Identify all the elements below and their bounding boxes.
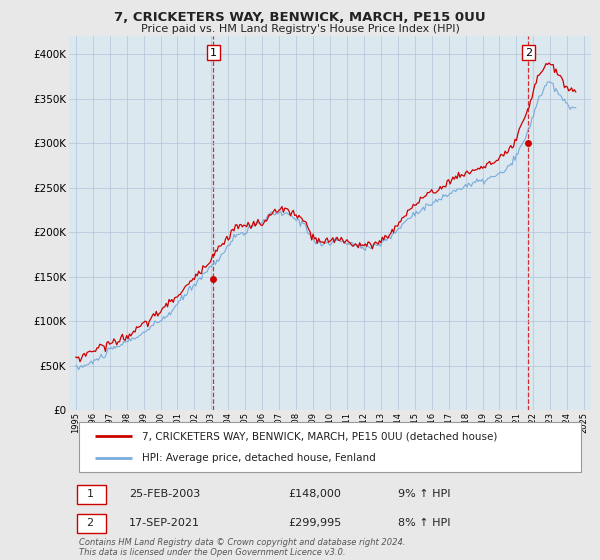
Text: 1: 1 bbox=[86, 489, 94, 499]
Text: 17-SEP-2021: 17-SEP-2021 bbox=[129, 519, 200, 529]
Text: HPI: Average price, detached house, Fenland: HPI: Average price, detached house, Fenl… bbox=[142, 453, 376, 463]
Text: £299,995: £299,995 bbox=[288, 519, 341, 529]
Text: 7, CRICKETERS WAY, BENWICK, MARCH, PE15 0UU: 7, CRICKETERS WAY, BENWICK, MARCH, PE15 … bbox=[114, 11, 486, 24]
Text: 2: 2 bbox=[525, 48, 532, 58]
Text: 8% ↑ HPI: 8% ↑ HPI bbox=[398, 519, 451, 529]
Bar bbox=[79, 422, 581, 472]
FancyBboxPatch shape bbox=[77, 514, 106, 533]
Text: Contains HM Land Registry data © Crown copyright and database right 2024.
This d: Contains HM Land Registry data © Crown c… bbox=[79, 538, 406, 557]
FancyBboxPatch shape bbox=[77, 484, 106, 503]
Text: Price paid vs. HM Land Registry's House Price Index (HPI): Price paid vs. HM Land Registry's House … bbox=[140, 24, 460, 34]
Text: 1: 1 bbox=[210, 48, 217, 58]
Text: £148,000: £148,000 bbox=[288, 489, 341, 499]
Text: 7, CRICKETERS WAY, BENWICK, MARCH, PE15 0UU (detached house): 7, CRICKETERS WAY, BENWICK, MARCH, PE15 … bbox=[142, 431, 497, 441]
Text: 25-FEB-2003: 25-FEB-2003 bbox=[129, 489, 200, 499]
Text: 2: 2 bbox=[86, 519, 94, 529]
Text: 9% ↑ HPI: 9% ↑ HPI bbox=[398, 489, 451, 499]
